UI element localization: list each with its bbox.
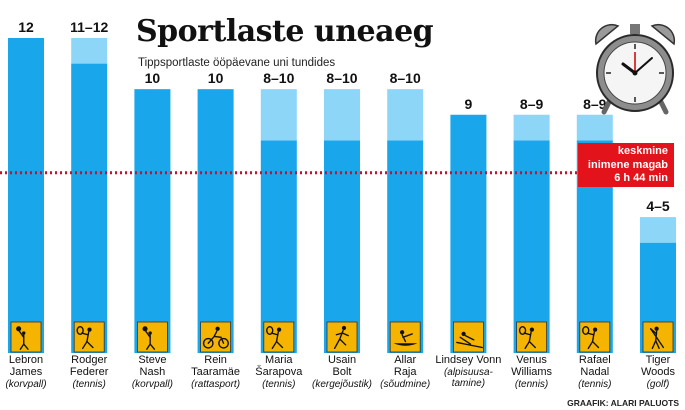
sprinter-icon (326, 321, 358, 353)
basketball-icon (10, 321, 42, 353)
tennis-icon (516, 321, 547, 353)
athlete-name: Federer (70, 366, 109, 378)
bar-min (260, 140, 297, 345)
value-label: 8–10 (263, 70, 294, 86)
athlete-name: Lindsey Vonn (435, 354, 501, 366)
athlete-name: Bolt (333, 366, 352, 378)
athlete-name: Venus (516, 354, 547, 366)
bar-min (71, 63, 108, 345)
value-label: 4–5 (646, 198, 670, 214)
tennis-icon (579, 321, 611, 353)
graphic-credit: GRAAFIK: ALARI PALUOTS (567, 398, 679, 408)
athlete-name: Woods (641, 366, 676, 378)
value-label: 12 (18, 19, 34, 35)
cyclist-icon (200, 321, 232, 353)
sport-label: (tennis) (578, 379, 611, 390)
value-label: 8–9 (520, 96, 544, 112)
bar-range (260, 89, 297, 141)
sport-label: (tennis) (73, 379, 106, 390)
athlete-name: Lebron (9, 354, 43, 366)
athlete-name: Taaramäe (191, 366, 240, 378)
athlete-name: Williams (511, 366, 552, 378)
athlete-name: Šarapova (255, 365, 303, 378)
sport-label: (korvpall) (132, 379, 173, 390)
athlete-name: Nadal (580, 366, 609, 378)
bar-range (576, 114, 613, 141)
bar-min (134, 89, 171, 346)
golfer-icon (642, 321, 674, 353)
value-label: 10 (208, 70, 224, 86)
value-label: 8–10 (390, 70, 421, 86)
sport-label: (golf) (647, 379, 670, 390)
bar-min (8, 38, 44, 345)
bar-min (513, 140, 550, 345)
bar-range (513, 114, 550, 141)
bar-range (387, 89, 424, 141)
athlete-name: Steve (138, 354, 166, 366)
alarm-clock-icon (590, 18, 680, 123)
athlete-name: Rein (204, 354, 227, 366)
average-note-line-1: keskmine (617, 145, 668, 157)
value-label: 8–10 (326, 70, 357, 86)
athlete-name: James (10, 366, 43, 378)
sport-label: (alpisuusa- (444, 367, 494, 378)
sport-label: tamine) (452, 378, 485, 389)
sport-label: (kergejõustik) (312, 379, 372, 390)
skier-icon (452, 321, 484, 353)
bar-min (450, 114, 487, 345)
basketball-icon (136, 321, 168, 353)
athlete-name: Usain (328, 354, 356, 366)
value-label: 11–12 (70, 19, 108, 35)
athlete-name: Raja (394, 366, 418, 378)
sport-label: (tennis) (515, 379, 548, 390)
athlete-name: Nash (140, 366, 166, 378)
bar-range (640, 217, 676, 243)
bar-min (387, 140, 424, 345)
tennis-icon (73, 321, 105, 353)
value-label: 8–9 (583, 96, 607, 112)
athlete-name: Tiger (646, 354, 671, 366)
sport-label: (tennis) (262, 379, 295, 390)
bar-min (324, 140, 360, 345)
bar-min (197, 89, 234, 346)
average-sleep-box: keskmine inimene magab 6 h 44 min (578, 143, 674, 187)
value-label: 9 (465, 96, 473, 112)
sport-label: (rattasport) (191, 379, 240, 390)
athlete-name: Rodger (71, 354, 107, 366)
chart-subtitle: Tippsportlaste ööpäevane uni tundides (138, 57, 336, 69)
average-note-line-3: 6 h 44 min (614, 172, 668, 184)
tennis-icon (263, 321, 295, 353)
sport-label: (sõudmine) (380, 379, 430, 390)
average-note-line-2: inimene magab (587, 158, 668, 171)
sport-label: (korvpall) (5, 379, 46, 390)
chart-title: Sportlaste uneaeg (136, 14, 434, 49)
bar-range (71, 38, 108, 64)
athlete-name: Allar (394, 354, 416, 366)
rowing-icon (389, 321, 421, 353)
athlete-name: Maria (265, 354, 293, 366)
athlete-name: Rafael (579, 354, 611, 366)
value-label: 10 (145, 70, 161, 86)
bar-range (324, 89, 360, 141)
